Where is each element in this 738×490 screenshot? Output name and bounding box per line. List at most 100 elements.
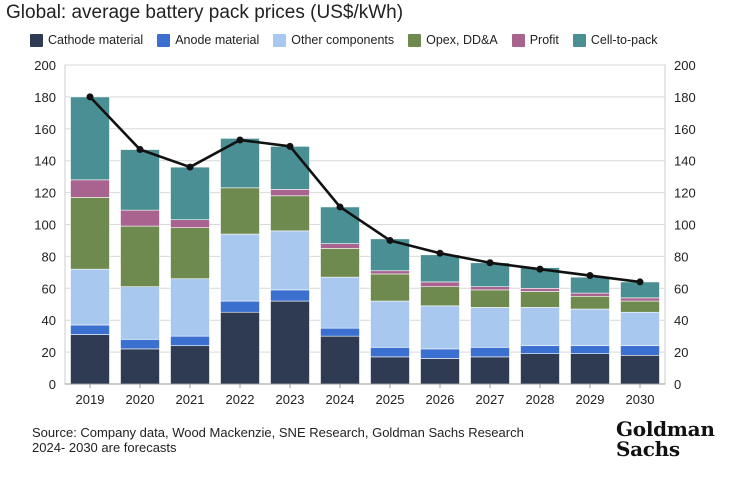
line-point: [86, 93, 94, 101]
bar-segment: [320, 276, 360, 329]
logo-line-2: Sachs: [616, 437, 680, 461]
legend-item: Anode material: [157, 33, 259, 47]
source-note: Source: Company data, Wood Mackenzie, SN…: [32, 425, 524, 440]
bar-segment: [120, 286, 160, 340]
bar-segment: [620, 297, 660, 302]
y-tick-label-right: 140: [674, 154, 696, 169]
y-tick-label-left: 160: [34, 122, 56, 137]
y-tick-label-right: 120: [674, 186, 696, 201]
bar-segment: [470, 289, 510, 308]
bar-segment: [370, 270, 410, 275]
legend-swatch: [408, 33, 422, 47]
y-tick-label-left: 0: [49, 377, 56, 392]
x-tick-label: 2027: [476, 392, 505, 407]
bar-segment: [270, 195, 310, 232]
bar-segment: [70, 334, 110, 385]
line-point: [286, 142, 294, 150]
bar-segment: [370, 273, 410, 302]
bar-segment: [570, 345, 610, 354]
legend-swatch: [572, 33, 586, 47]
bar-segment: [470, 262, 510, 288]
y-tick-label-left: 60: [42, 281, 56, 296]
bar-segment: [270, 146, 310, 190]
x-tick-label: 2029: [576, 392, 605, 407]
legend-label: Cathode material: [48, 33, 144, 47]
y-tick-label-right: 100: [674, 218, 696, 233]
bar-segment: [520, 345, 560, 354]
bar-segment: [270, 289, 310, 302]
bar-segment: [170, 278, 210, 337]
y-tick-label-right: 200: [674, 58, 696, 73]
bar-segment: [120, 348, 160, 385]
legend-item: Cell-to-pack: [572, 33, 658, 47]
legend-item: Cathode material: [30, 33, 143, 47]
bar-segment: [370, 347, 410, 358]
logo-line-1: Goldman: [616, 417, 715, 441]
bar-segment: [620, 300, 660, 313]
line-point: [436, 249, 444, 257]
y-tick-label-left: 120: [34, 186, 56, 201]
y-tick-label-left: 180: [34, 90, 56, 105]
bar-segment: [520, 291, 560, 308]
bar-segment: [570, 295, 610, 310]
bar-segment: [220, 233, 260, 302]
bar-segment: [120, 149, 160, 211]
x-tick-label: 2025: [376, 392, 405, 407]
y-tick-label-right: 60: [674, 281, 688, 296]
bar-segment: [270, 300, 310, 385]
bar-segment: [420, 286, 460, 307]
bar-segment: [620, 311, 660, 347]
legend-swatch: [511, 33, 525, 47]
bar-segment: [570, 276, 610, 294]
y-tick-label-left: 100: [34, 218, 56, 233]
bar-segment: [120, 209, 160, 227]
legend-swatch: [273, 33, 287, 47]
bar-segment: [420, 281, 460, 288]
bar-segment: [420, 348, 460, 359]
bar-segment: [470, 307, 510, 348]
y-tick-label-left: 200: [34, 58, 56, 73]
chart-title: Global: average battery pack prices (US$…: [6, 2, 404, 23]
bar-segment: [320, 335, 360, 385]
x-tick-label: 2026: [426, 392, 455, 407]
total-price-line: [89, 96, 641, 284]
y-tick-label-right: 160: [674, 122, 696, 137]
y-tick-label-left: 140: [34, 154, 56, 169]
y-tick-label-left: 20: [42, 345, 56, 360]
x-tick-label: 2020: [126, 392, 155, 407]
bar-segment: [170, 166, 210, 221]
goldman-sachs-logo: Goldman Sachs: [616, 419, 715, 459]
bar-segment: [220, 138, 260, 189]
bar-segment: [220, 187, 260, 235]
footer: Source: Company data, Wood Mackenzie, SN…: [32, 425, 524, 455]
x-tick-label: 2028: [526, 392, 555, 407]
legend-label: Opex, DD&A: [426, 33, 498, 47]
bar-segment: [570, 292, 610, 297]
bar-segment: [220, 300, 260, 313]
bar-segment: [70, 96, 110, 181]
forecast-note: 2024- 2030 are forecasts: [32, 440, 177, 455]
bar-segment: [470, 356, 510, 385]
bar-segment: [370, 356, 410, 385]
bar-segment: [520, 353, 560, 385]
bar-segment: [120, 225, 160, 288]
bar-segment: [120, 339, 160, 350]
bar-segment: [520, 307, 560, 347]
x-tick-label: 2030: [626, 392, 655, 407]
line-point: [636, 278, 644, 286]
bar-segment: [320, 243, 360, 249]
legend-item: Other components: [273, 33, 394, 47]
y-tick-label-right: 0: [674, 377, 681, 392]
bar-segment: [420, 254, 460, 283]
bar-segment: [570, 353, 610, 385]
bar-segment: [70, 268, 110, 326]
legend-label: Profit: [529, 33, 559, 47]
bar-segment: [320, 327, 360, 337]
legend-label: Other components: [291, 33, 395, 47]
bar-segment: [270, 189, 310, 197]
bar-segment: [70, 197, 110, 270]
legend-label: Cell-to-pack: [590, 33, 658, 47]
x-tick-label: 2019: [76, 392, 105, 407]
bar-segment: [520, 288, 560, 292]
line-point: [186, 163, 194, 171]
